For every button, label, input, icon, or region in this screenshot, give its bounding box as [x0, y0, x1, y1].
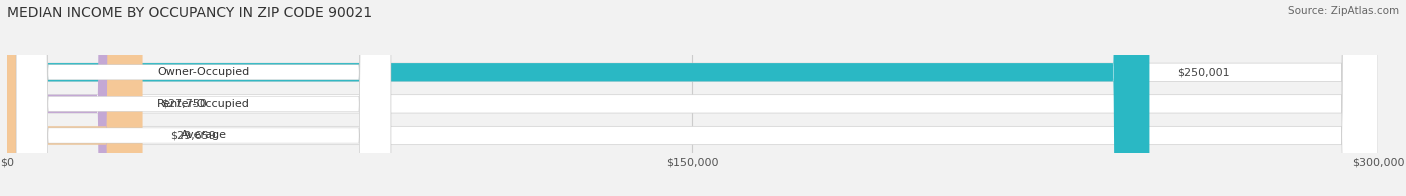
- FancyBboxPatch shape: [7, 0, 1378, 196]
- FancyBboxPatch shape: [7, 0, 1378, 196]
- FancyBboxPatch shape: [17, 0, 391, 196]
- Text: $27,750: $27,750: [162, 99, 207, 109]
- Text: MEDIAN INCOME BY OCCUPANCY IN ZIP CODE 90021: MEDIAN INCOME BY OCCUPANCY IN ZIP CODE 9…: [7, 6, 373, 20]
- FancyBboxPatch shape: [7, 0, 1378, 196]
- FancyBboxPatch shape: [7, 0, 142, 196]
- Text: Renter-Occupied: Renter-Occupied: [157, 99, 250, 109]
- FancyBboxPatch shape: [17, 0, 391, 196]
- Text: $29,659: $29,659: [170, 131, 217, 141]
- Text: Average: Average: [180, 131, 226, 141]
- Text: Owner-Occupied: Owner-Occupied: [157, 67, 250, 77]
- FancyBboxPatch shape: [7, 0, 1150, 196]
- FancyBboxPatch shape: [7, 0, 134, 196]
- Text: Source: ZipAtlas.com: Source: ZipAtlas.com: [1288, 6, 1399, 16]
- FancyBboxPatch shape: [17, 0, 391, 196]
- Text: $250,001: $250,001: [1177, 67, 1229, 77]
